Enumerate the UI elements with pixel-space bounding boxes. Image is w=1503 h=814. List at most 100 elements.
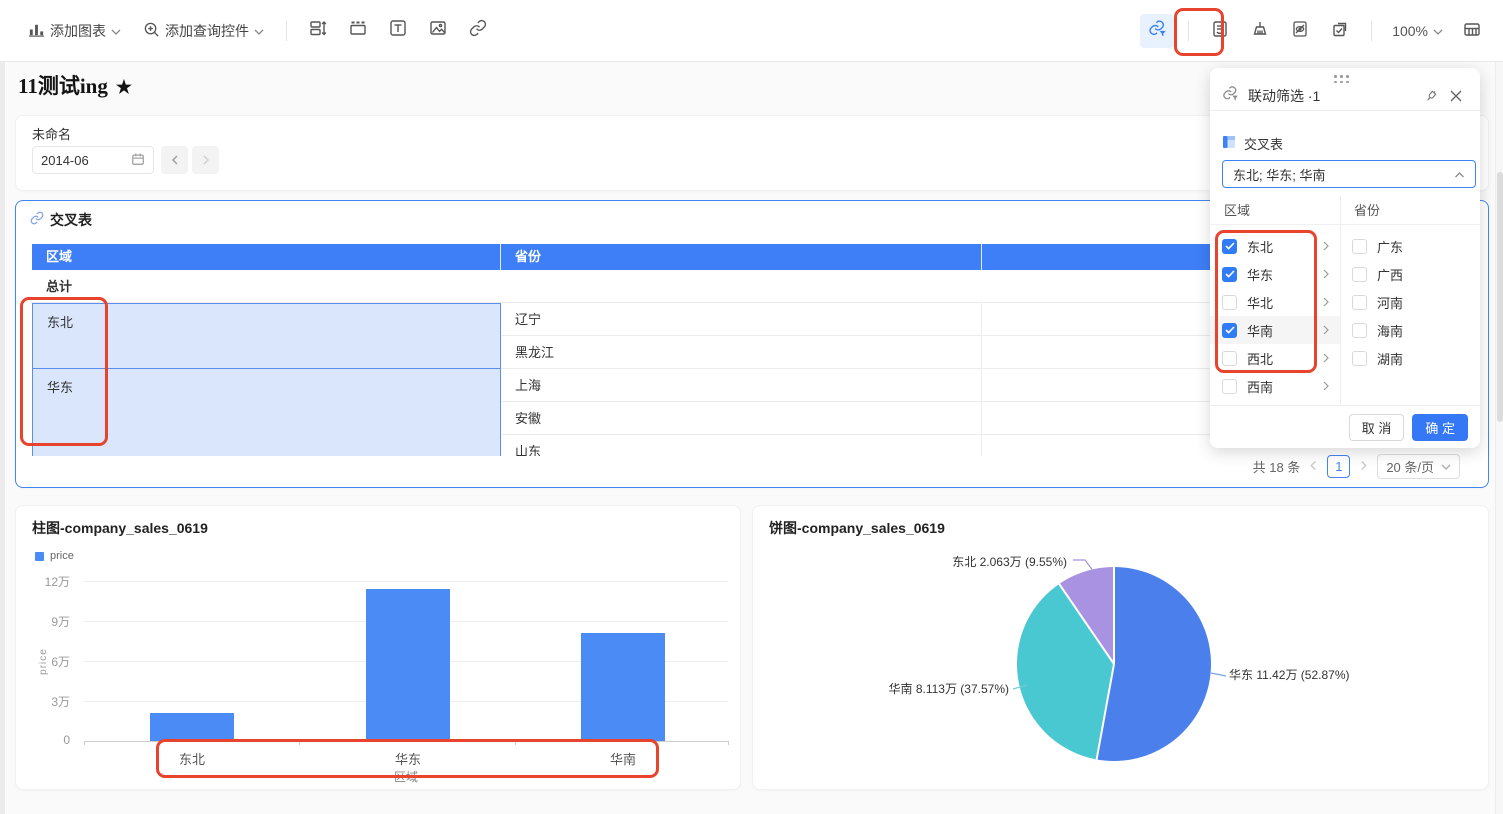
province-option-label: 海南 — [1377, 323, 1404, 339]
toolbar-divider — [1188, 21, 1190, 41]
date-input[interactable]: 2014-06 — [32, 146, 154, 174]
checkbox[interactable] — [1352, 238, 1367, 254]
y-tick-label: 3万 — [51, 695, 70, 709]
page-left-edge — [0, 62, 5, 814]
region-option[interactable]: 东北 — [1210, 232, 1340, 260]
column-header-region[interactable]: 区域 — [32, 244, 501, 270]
region-option[interactable]: 西南 — [1210, 372, 1340, 400]
table-row: 辽宁 — [501, 303, 1468, 336]
province-option[interactable]: 海南 — [1340, 316, 1480, 344]
pagination-prev-icon[interactable] — [1309, 459, 1318, 474]
bar-华南[interactable] — [581, 632, 665, 741]
x-category-label[interactable]: 东北 — [178, 752, 205, 767]
region-option[interactable]: 华北 — [1210, 288, 1340, 316]
linkage-filter-icon — [1222, 85, 1239, 107]
chevron-right-icon[interactable] — [1322, 351, 1330, 366]
popup-title: 联动筛选 ·1 — [1248, 88, 1321, 104]
pagination-next-icon[interactable] — [1359, 459, 1368, 474]
filter-values-select[interactable]: 东北; 华东; 华南 — [1222, 160, 1476, 188]
province-cell[interactable]: 安徽 — [501, 402, 982, 434]
chevron-right-icon[interactable] — [1322, 379, 1330, 394]
region-cell-selected[interactable]: 华东 — [32, 368, 501, 456]
pin-icon[interactable] — [1420, 84, 1444, 108]
favorite-star-icon[interactable]: ★ — [115, 77, 132, 97]
checkbox[interactable] — [1222, 378, 1237, 394]
component-spacing-button[interactable] — [301, 14, 335, 48]
bar-华东[interactable] — [366, 588, 450, 741]
date-next-button[interactable] — [192, 146, 219, 174]
grid-icon — [1463, 20, 1481, 43]
link-icon — [469, 19, 487, 42]
page-size-select[interactable]: 20 条/页 — [1377, 454, 1460, 479]
chevron-right-icon[interactable] — [1322, 239, 1330, 254]
checkbox[interactable] — [1222, 294, 1237, 310]
province-option[interactable]: 湖南 — [1340, 344, 1480, 372]
province-cell[interactable]: 山东 — [501, 435, 982, 456]
form-icon — [1211, 20, 1229, 43]
checkbox[interactable] — [1222, 238, 1237, 254]
text-button[interactable] — [381, 14, 415, 48]
pagination-total: 共 18 条 — [1252, 460, 1301, 475]
clean-button[interactable] — [1243, 14, 1277, 48]
chevron-right-icon[interactable] — [1322, 267, 1330, 282]
province-option[interactable]: 广西 — [1340, 260, 1480, 288]
region-option[interactable]: 华东 — [1210, 260, 1340, 288]
province-option[interactable]: 广东 — [1340, 232, 1480, 260]
checkbox[interactable] — [1352, 266, 1367, 282]
component-spacing-icon — [309, 19, 327, 42]
grid-settings-button[interactable] — [1455, 14, 1489, 48]
region-cell-selected[interactable]: 东北 — [32, 303, 501, 369]
pie-chart-title: 饼图-company_sales_0619 — [769, 520, 945, 536]
bar-chart-legend[interactable]: price — [35, 550, 74, 562]
region-option[interactable]: 西北 — [1210, 344, 1340, 372]
province-option-label: 广东 — [1377, 239, 1404, 255]
hide-preview-button[interactable] — [1283, 14, 1317, 48]
province-cell[interactable]: 黑龙江 — [501, 336, 982, 368]
bar-东北[interactable] — [150, 713, 234, 741]
linkage-filter-button[interactable] — [1140, 14, 1175, 48]
chevron-down-icon — [111, 23, 121, 39]
select-mode-button[interactable] — [1323, 14, 1357, 48]
cancel-button[interactable]: 取 消 — [1348, 414, 1405, 441]
province-option[interactable]: 河南 — [1340, 288, 1480, 316]
checkbox[interactable] — [1222, 322, 1237, 338]
province-cell[interactable]: 辽宁 — [501, 303, 982, 335]
pagination-page-1[interactable]: 1 — [1327, 455, 1351, 478]
page-title: 11测试ing ★ — [18, 70, 132, 100]
table-row: 上海 — [501, 369, 1468, 402]
chevron-down-icon — [1433, 23, 1443, 39]
pie-chart — [1017, 567, 1211, 761]
checkbox[interactable] — [1222, 350, 1237, 366]
checkbox[interactable] — [1352, 322, 1367, 338]
checkbox[interactable] — [1352, 350, 1367, 366]
confirm-button[interactable]: 确 定 — [1412, 414, 1468, 441]
province-cell[interactable]: 上海 — [501, 369, 982, 401]
date-prev-button[interactable] — [161, 146, 188, 174]
x-category-label[interactable]: 华南 — [609, 752, 636, 767]
tab-container-button[interactable] — [341, 14, 375, 48]
dashboard-canvas: 11测试ing ★ 未命名 2014-06 交叉表 区域 省份 — [0, 62, 1503, 814]
link-icon — [30, 211, 44, 230]
scrollbar-thumb[interactable] — [1497, 172, 1503, 422]
checkbox-layers-icon — [1331, 20, 1349, 43]
image-icon — [429, 19, 447, 42]
drag-handle-icon[interactable] — [1334, 75, 1349, 83]
chevron-right-icon[interactable] — [1322, 323, 1330, 338]
checkbox[interactable] — [1222, 266, 1237, 282]
hyperlink-button[interactable] — [461, 14, 495, 48]
region-option[interactable]: 华南 — [1210, 316, 1340, 344]
dropdown-province-header: 省份 — [1354, 203, 1381, 218]
checkbox[interactable] — [1352, 294, 1367, 310]
add-query-control-button[interactable]: 添加查询控件 — [135, 15, 272, 47]
page-size-value: 20 条/页 — [1386, 460, 1434, 475]
vertical-scrollbar[interactable] — [1495, 62, 1503, 814]
chevron-right-icon[interactable] — [1322, 295, 1330, 310]
zoom-level-dropdown[interactable]: 100% — [1386, 23, 1449, 39]
form-button[interactable] — [1203, 14, 1237, 48]
image-button[interactable] — [421, 14, 455, 48]
close-icon[interactable] — [1444, 84, 1468, 108]
x-category-label[interactable]: 华东 — [394, 752, 421, 767]
add-chart-button[interactable]: 添加图表 — [20, 15, 129, 47]
column-header-province[interactable]: 省份 — [501, 244, 982, 270]
